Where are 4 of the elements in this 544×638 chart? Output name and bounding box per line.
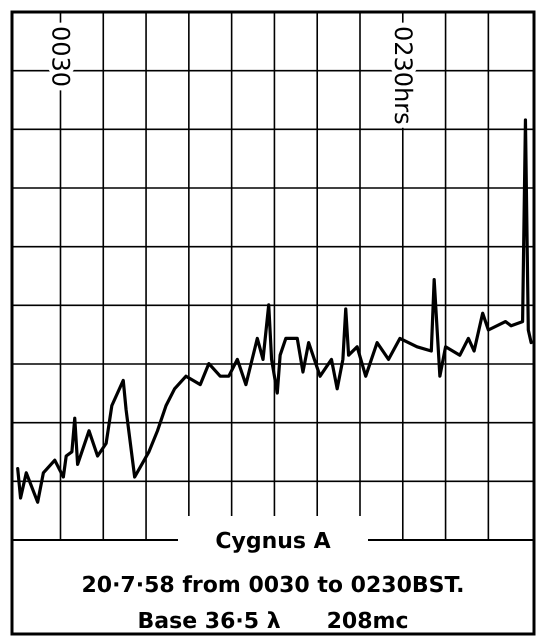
text: Cygnus A: [215, 529, 331, 554]
text: Base 36·5 λ 208mc: [138, 609, 408, 634]
x-tick-label: 0030: [46, 26, 74, 88]
text: 20·7·58 from 0030 to 0230BST.: [81, 573, 465, 598]
